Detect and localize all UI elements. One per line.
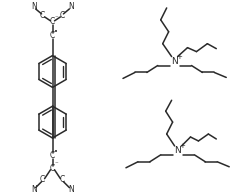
Text: •: • <box>54 29 59 35</box>
Text: N: N <box>31 3 36 12</box>
Text: C: C <box>60 11 65 20</box>
Text: C: C <box>60 175 65 184</box>
Text: N: N <box>31 185 36 194</box>
Text: C: C <box>40 175 45 184</box>
Text: C: C <box>50 164 55 173</box>
Text: C: C <box>50 151 55 160</box>
Text: N: N <box>69 185 74 194</box>
Text: C: C <box>50 17 55 26</box>
Text: C: C <box>50 31 55 40</box>
Text: ⁻: ⁻ <box>55 15 58 21</box>
Text: N: N <box>174 146 181 155</box>
Text: ⁻: ⁻ <box>55 162 58 168</box>
Text: N: N <box>171 57 178 66</box>
Text: N: N <box>69 3 74 12</box>
Text: +: + <box>177 54 182 60</box>
Text: C: C <box>40 11 45 20</box>
Text: •: • <box>54 149 59 155</box>
Text: +: + <box>180 143 185 149</box>
